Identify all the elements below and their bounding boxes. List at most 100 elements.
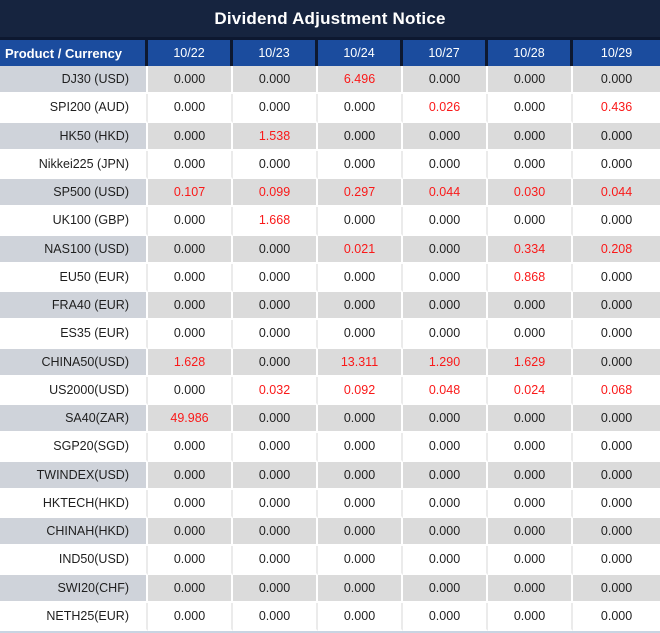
- dividend-value: 0.000: [148, 66, 233, 95]
- table-row: CHINAH(HKD) 0.000 0.000 0.000 0.000 0.000 0.00…: [0, 518, 660, 547]
- dividend-value: 0.000: [233, 602, 318, 631]
- dividend-value: 0.000: [148, 94, 233, 123]
- dividend-value: 0.334: [488, 235, 573, 264]
- dividend-value: 0.000: [488, 122, 573, 151]
- product-label: TWINDEX(USD): [0, 461, 148, 490]
- dividend-value: 0.000: [403, 235, 488, 264]
- title-row: Dividend Adjustment Notice: [0, 0, 660, 37]
- dividend-value: 0.000: [318, 405, 403, 434]
- product-label: NAS100 (USD): [0, 235, 148, 264]
- dividend-value: 1.629: [488, 348, 573, 377]
- dividend-value: 0.048: [403, 376, 488, 405]
- dividend-value: 0.000: [148, 263, 233, 292]
- dividend-value: 0.000: [148, 489, 233, 518]
- table-row: SGP20(SGD) 0.000 0.000 0.000 0.000 0.000 0.000: [0, 433, 660, 462]
- dividend-value: 0.000: [148, 122, 233, 151]
- dividend-value: 0.000: [573, 150, 660, 179]
- dividend-value: 0.000: [318, 150, 403, 179]
- dividend-value: 0.000: [148, 376, 233, 405]
- dividend-value: 0.000: [403, 320, 488, 349]
- dividend-value: 0.000: [233, 150, 318, 179]
- dividend-value: 0.000: [403, 602, 488, 631]
- dividend-value: 0.000: [403, 150, 488, 179]
- table-row: HKTECH(HKD) 0.000 0.000 0.000 0.000 0.000 0.00…: [0, 489, 660, 518]
- dividend-value: 49.986: [148, 405, 233, 434]
- dividend-value: 0.000: [488, 292, 573, 321]
- product-label: CHINAH(HKD): [0, 518, 148, 547]
- product-label: IND50(USD): [0, 546, 148, 575]
- dividend-value: 0.000: [318, 433, 403, 462]
- table-row: NAS100 (USD) 0.000 0.000 0.021 0.000 0.334 0.2…: [0, 235, 660, 264]
- dividend-value: 0.000: [318, 602, 403, 631]
- dividend-value: 0.000: [488, 602, 573, 631]
- product-label: HKTECH(HKD): [0, 489, 148, 518]
- product-label: UK100 (GBP): [0, 207, 148, 236]
- dividend-value: 0.436: [573, 94, 660, 123]
- dividend-value: 0.024: [488, 376, 573, 405]
- dividend-value: 0.107: [148, 179, 233, 208]
- dividend-value: 0.000: [573, 489, 660, 518]
- dividend-value: 0.000: [573, 122, 660, 151]
- dividend-value: 0.000: [403, 405, 488, 434]
- dividend-value: 0.868: [488, 263, 573, 292]
- dividend-value: 0.000: [573, 263, 660, 292]
- dividend-value: 1.538: [233, 122, 318, 151]
- table-row: UK100 (GBP) 0.000 1.668 0.000 0.000 0.000 0.00…: [0, 207, 660, 236]
- dividend-value: 0.000: [488, 66, 573, 95]
- dividend-value: 1.628: [148, 348, 233, 377]
- dividend-value: 0.000: [403, 292, 488, 321]
- dividend-value: 0.000: [148, 546, 233, 575]
- dividend-value: 0.000: [573, 292, 660, 321]
- dividend-value: 0.000: [318, 546, 403, 575]
- dividend-value: 0.000: [318, 122, 403, 151]
- dividend-value: 0.000: [573, 320, 660, 349]
- col-header-date: 10/22: [148, 37, 233, 66]
- dividend-value: 0.000: [318, 320, 403, 349]
- product-label: SGP20(SGD): [0, 433, 148, 462]
- product-label: ES35 (EUR): [0, 320, 148, 349]
- dividend-value: 0.000: [148, 207, 233, 236]
- dividend-value: 0.000: [488, 518, 573, 547]
- dividend-value: 0.000: [148, 150, 233, 179]
- dividend-value: 0.000: [488, 574, 573, 603]
- col-header-product-currency: Product / Currency: [0, 37, 148, 66]
- dividend-value: 0.000: [403, 207, 488, 236]
- dividend-value: 0.000: [573, 433, 660, 462]
- dividend-value: 0.000: [233, 546, 318, 575]
- column-header-row: Product / Currency 10/22 10/23 10/24 10/27 10…: [0, 37, 660, 66]
- table-body: DJ30 (USD) 0.000 0.000 6.496 0.000 0.000 0.000…: [0, 66, 660, 631]
- table-row: IND50(USD) 0.000 0.000 0.000 0.000 0.000 0.000: [0, 546, 660, 575]
- dividend-value: 0.000: [148, 574, 233, 603]
- dividend-value: 0.000: [318, 207, 403, 236]
- dividend-value: 0.000: [403, 546, 488, 575]
- dividend-value: 0.000: [148, 292, 233, 321]
- dividend-value: 0.000: [488, 405, 573, 434]
- col-header-date: 10/24: [318, 37, 403, 66]
- dividend-value: 0.000: [233, 320, 318, 349]
- dividend-value: 0.000: [403, 433, 488, 462]
- dividend-value: 0.000: [233, 518, 318, 547]
- dividend-value: 0.000: [403, 489, 488, 518]
- dividend-value: 0.044: [573, 179, 660, 208]
- dividend-value: 0.000: [233, 489, 318, 518]
- table-row: Nikkei225 (JPN) 0.000 0.000 0.000 0.000 0.000…: [0, 150, 660, 179]
- dividend-value: 0.000: [573, 546, 660, 575]
- table-row: SPI200 (AUD) 0.000 0.000 0.000 0.026 0.000 0.4…: [0, 94, 660, 123]
- product-label: US2000(USD): [0, 376, 148, 405]
- table-row: HK50 (HKD) 0.000 1.538 0.000 0.000 0.000 0.000: [0, 122, 660, 151]
- dividend-value: 0.000: [148, 235, 233, 264]
- dividend-value: 0.000: [233, 574, 318, 603]
- dividend-value: 0.000: [403, 574, 488, 603]
- dividend-value: 0.000: [233, 94, 318, 123]
- dividend-value: 0.000: [148, 320, 233, 349]
- dividend-value: 0.000: [403, 518, 488, 547]
- product-label: FRA40 (EUR): [0, 292, 148, 321]
- dividend-value: 0.297: [318, 179, 403, 208]
- table-row: FRA40 (EUR) 0.000 0.000 0.000 0.000 0.000 0.00…: [0, 292, 660, 321]
- dividend-value: 0.000: [573, 602, 660, 631]
- table-row: ES35 (EUR) 0.000 0.000 0.000 0.000 0.000 0.000: [0, 320, 660, 349]
- dividend-value: 0.000: [233, 66, 318, 95]
- dividend-value: 0.000: [488, 94, 573, 123]
- dividend-value: 6.496: [318, 66, 403, 95]
